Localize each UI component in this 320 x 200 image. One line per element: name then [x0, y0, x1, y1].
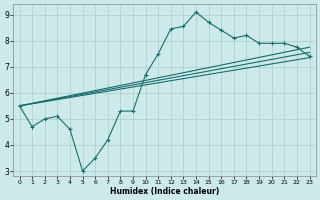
X-axis label: Humidex (Indice chaleur): Humidex (Indice chaleur) — [110, 187, 219, 196]
